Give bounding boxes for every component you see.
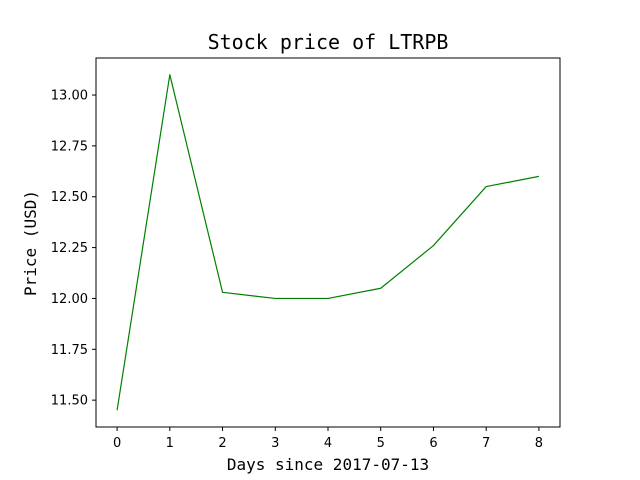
x-tick-label: 5 <box>377 436 385 451</box>
y-tick-label: 12.25 <box>51 241 88 256</box>
x-tick-label: 2 <box>218 436 226 451</box>
x-axis-label: Days since 2017-07-13 <box>227 455 429 474</box>
x-tick-label: 8 <box>535 436 543 451</box>
series-line-0 <box>117 75 539 411</box>
x-tick-label: 3 <box>271 436 279 451</box>
chart-title: Stock price of LTRPB <box>208 30 449 54</box>
y-tick-label: 12.75 <box>51 139 88 154</box>
y-axis-label: Price (USD) <box>21 190 40 296</box>
y-tick-label: 11.50 <box>51 394 88 409</box>
y-axis-ticks: 11.50 11.75 12.00 12.25 12.50 12.75 13.00 <box>51 89 96 409</box>
y-tick-label: 11.75 <box>51 343 88 358</box>
plot-area <box>117 75 539 411</box>
x-tick-label: 4 <box>324 436 332 451</box>
y-tick-label: 13.00 <box>51 89 88 104</box>
x-tick-label: 1 <box>166 436 174 451</box>
x-tick-label: 7 <box>482 436 490 451</box>
y-tick-label: 12.00 <box>51 292 88 307</box>
y-tick-label: 12.50 <box>51 190 88 205</box>
plot-frame <box>96 58 560 427</box>
x-axis-ticks: 0 1 2 3 4 5 6 7 8 <box>113 427 543 451</box>
x-tick-label: 0 <box>113 436 121 451</box>
x-tick-label: 6 <box>429 436 437 451</box>
